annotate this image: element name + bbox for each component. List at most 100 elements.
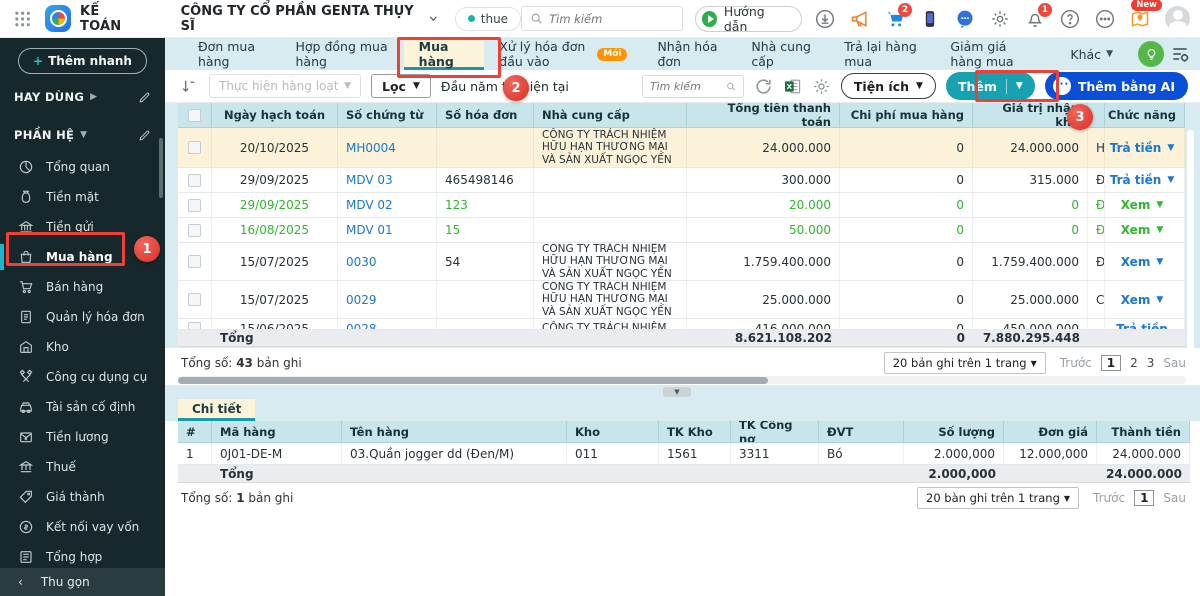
table-row[interactable]: 16/08/2025 MDV 01 15 50.000 0 0 Đ Xem▼: [178, 218, 1185, 243]
tab-nha-cung-cap[interactable]: Nhà cung cấp: [736, 38, 829, 70]
col-nha-cung-cap[interactable]: Nhà cung cấp: [534, 103, 687, 127]
col-chuc-nang[interactable]: Chức năng: [1100, 103, 1185, 127]
utility-dropdown[interactable]: Tiện ích▼: [841, 73, 936, 99]
help-icon[interactable]: [1060, 9, 1080, 29]
prev-page[interactable]: Trước: [1060, 356, 1092, 370]
sidebar-item-tien-luong[interactable]: Tiền lương: [0, 422, 165, 452]
select-all-checkbox[interactable]: [188, 109, 201, 122]
next-page[interactable]: Sau: [1163, 356, 1186, 370]
add-with-ai-button[interactable]: Thêm bằng AI: [1045, 72, 1188, 100]
batch-action-dropdown[interactable]: Thực hiện hàng loạt▼: [209, 74, 361, 98]
sidebar-item-mua-hang[interactable]: Mua hàng: [0, 242, 165, 272]
doc-link[interactable]: MDV 03: [346, 173, 393, 187]
row-action-button[interactable]: Xem▼: [1100, 243, 1185, 280]
row-checkbox[interactable]: [188, 255, 201, 268]
sidebar-section-modules[interactable]: PHẦN HỆ▼: [0, 120, 165, 150]
app-grid-icon[interactable]: [14, 10, 31, 28]
filter-button[interactable]: Lọc▼: [371, 74, 431, 98]
sidebar-item-kho[interactable]: Kho: [0, 332, 165, 362]
col-so-chung-tu[interactable]: Số chứng từ: [338, 103, 437, 127]
tab-don-mua-hang[interactable]: Đơn mua hàng: [183, 38, 281, 70]
row-action-button[interactable]: Trả tiền▼: [1100, 168, 1185, 192]
collapse-sidebar-button[interactable]: ‹Thu gọn: [0, 568, 165, 596]
megaphone-icon[interactable]: [850, 9, 870, 29]
page-size-select[interactable]: 20 bản ghi trên 1 trang▼: [884, 352, 1046, 374]
table-row[interactable]: 15/07/2025 0030 54 CÔNG TY TRÁCH NHIỆM H…: [178, 243, 1185, 281]
doc-link[interactable]: 0030: [346, 255, 377, 269]
phone-icon[interactable]: [920, 9, 940, 29]
sidebar-section-favorites[interactable]: HAY DÙNG▶: [0, 82, 165, 112]
doc-link[interactable]: MDV 02: [346, 198, 393, 212]
doc-link[interactable]: MDV 01: [346, 223, 393, 237]
period-selector[interactable]: Đầu năm tới hiện tại: [441, 79, 569, 94]
chat-icon[interactable]: [955, 9, 975, 29]
sidebar-scrollbar[interactable]: [159, 138, 163, 198]
detail-page-1[interactable]: 1: [1134, 490, 1154, 506]
row-checkbox[interactable]: [188, 293, 201, 306]
row-checkbox[interactable]: [188, 199, 201, 212]
sidebar-item-thue[interactable]: Thuế: [0, 452, 165, 482]
excel-export-icon[interactable]: [783, 77, 802, 96]
page-1[interactable]: 1: [1101, 355, 1121, 371]
col-gia-tri-nhap-kho[interactable]: Giá trị nhập kho: [973, 103, 1088, 127]
row-action-button[interactable]: Xem▼: [1100, 218, 1185, 242]
tab-khac[interactable]: Khác▼: [1055, 38, 1128, 70]
detail-next-page[interactable]: Sau: [1163, 491, 1186, 505]
sidebar-item-tai-san-co-dinh[interactable]: Tài sản cố định: [0, 392, 165, 422]
bell-icon[interactable]: 1: [1025, 9, 1045, 29]
table-row-clipped[interactable]: 15/06/2025 0028 CÔNG TY TRÁCH NHIỆM HỮU …: [178, 319, 1185, 330]
sidebar-item-gia-thanh[interactable]: Giá thành: [0, 482, 165, 512]
global-search-input[interactable]: [549, 12, 669, 26]
edit-icon[interactable]: [138, 129, 151, 142]
page-3[interactable]: 3: [1147, 356, 1155, 370]
tab-tra-lai-hang-mua[interactable]: Trả lại hàng mua: [829, 38, 935, 70]
avatar[interactable]: [1165, 6, 1190, 31]
table-row[interactable]: 29/09/2025 MDV 02 123 20.000 0 0 Đ Xem▼: [178, 193, 1185, 218]
gear-icon[interactable]: [990, 9, 1010, 29]
add-button[interactable]: Thêm▼: [946, 72, 1035, 100]
shop-cart-icon[interactable]: 2: [885, 9, 905, 29]
sidebar-item-quan-ly-hoa-don[interactable]: Quản lý hóa đơn: [0, 302, 165, 332]
detail-row[interactable]: 1 0J01-DE-M 03.Quần jogger dd (Đen/M) 01…: [178, 443, 1190, 465]
col-tong-tien[interactable]: Tổng tiền thanh toán: [687, 103, 840, 127]
sidebar-item-tien-gui[interactable]: Tiền gửi: [0, 212, 165, 242]
detail-page-size-select[interactable]: 20 bàn ghi trên 1 trang▼: [917, 487, 1079, 509]
tab-chi-tiet[interactable]: Chi tiết: [178, 399, 255, 421]
view-settings-icon[interactable]: [1170, 44, 1190, 64]
col-ngay-hach-toan[interactable]: Ngày hạch toán: [212, 103, 338, 127]
sidebar-item-ban-hang[interactable]: Bán hàng: [0, 272, 165, 302]
horizontal-scrollbar[interactable]: [178, 376, 1186, 384]
col-chi-phi[interactable]: Chi phí mua hàng: [840, 103, 973, 127]
row-action-button[interactable]: Xem▼: [1100, 193, 1185, 217]
grid-settings-icon[interactable]: [812, 77, 831, 96]
sidebar-item-tong-quan[interactable]: Tổng quan: [0, 152, 165, 182]
sidebar-item-cong-cu-dung-cu[interactable]: Công cụ dụng cụ: [0, 362, 165, 392]
table-row[interactable]: 20/10/2025 MH0004 CÔNG TY TRÁCH NHIỆM HỮ…: [178, 128, 1185, 168]
company-selector[interactable]: CÔNG TY CỔ PHẦN GENTA THỤY SĨ: [181, 4, 439, 34]
doc-link[interactable]: 0029: [346, 293, 377, 307]
tab-nhan-hoa-don[interactable]: Nhận hóa đơn: [642, 38, 736, 70]
quick-add-button[interactable]: +Thêm nhanh: [18, 48, 147, 74]
row-checkbox[interactable]: [188, 224, 201, 237]
map-icon[interactable]: New: [1130, 9, 1150, 29]
tips-lightbulb-icon[interactable]: [1138, 41, 1164, 67]
page-2[interactable]: 2: [1130, 356, 1138, 370]
col-so-hoa-don[interactable]: Số hóa đơn: [437, 103, 534, 127]
table-row[interactable]: 15/07/2025 0029 CÔNG TY TRÁCH NHIỆM HỮU …: [178, 281, 1185, 319]
edit-icon[interactable]: [138, 91, 151, 104]
row-action-button[interactable]: Trả tiền▼: [1100, 128, 1185, 167]
environment-badge[interactable]: thue: [455, 7, 521, 31]
download-icon[interactable]: [815, 9, 835, 29]
sidebar-item-tien-mat[interactable]: Tiền mặt: [0, 182, 165, 212]
collapse-detail-button[interactable]: ▼: [663, 387, 691, 397]
detail-prev-page[interactable]: Trước: [1093, 491, 1125, 505]
sidebar-item-ket-noi-vay-von[interactable]: Kết nối vay vốn: [0, 512, 165, 542]
scrollbar-thumb[interactable]: [178, 377, 768, 384]
tab-giam-gia-hang-mua[interactable]: Giảm giá hàng mua: [935, 38, 1055, 70]
guide-button[interactable]: Hướng dẫn: [695, 6, 802, 32]
list-search-input[interactable]: [650, 80, 722, 93]
refresh-icon[interactable]: [754, 77, 773, 96]
tab-hop-dong-mua-hang[interactable]: Hợp đồng mua hàng: [281, 38, 404, 70]
tab-mua-hang[interactable]: Mua hàng: [404, 38, 485, 70]
more-icon[interactable]: [1095, 9, 1115, 29]
